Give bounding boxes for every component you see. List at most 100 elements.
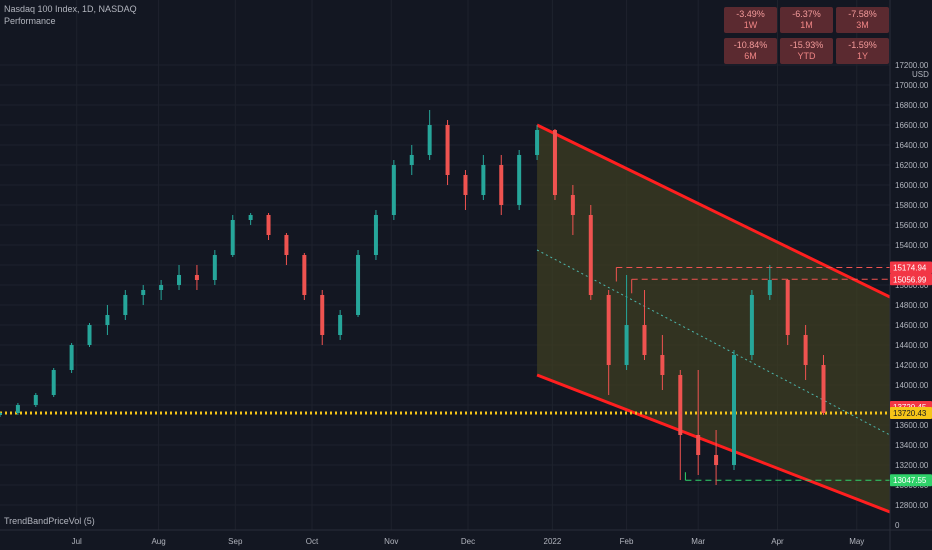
y-tick-label: 12800.00 (895, 501, 929, 510)
candle (105, 305, 110, 335)
candle (714, 430, 719, 485)
candle (606, 290, 611, 395)
candle-body (803, 335, 808, 365)
perf-cell-3m: -7.58% 3M (836, 7, 889, 33)
x-tick-label: May (849, 537, 864, 546)
perf-cell-ytd: -15.93% YTD (780, 38, 833, 64)
candle (212, 250, 217, 285)
candle (338, 310, 343, 340)
candle-body (588, 215, 593, 295)
candle-body (87, 325, 92, 345)
y-unit-label: USD (912, 70, 929, 79)
y-tick-label: 13200.00 (895, 461, 929, 470)
candle-body (696, 435, 701, 455)
indicator-label: TrendBandPriceVol (5) (4, 516, 95, 526)
candle-body (445, 125, 450, 175)
perf-cell-1w: -3.49% 1W (724, 7, 777, 33)
candle (570, 185, 575, 235)
candle-body (0, 413, 2, 415)
candle-body (51, 370, 56, 395)
x-tick-label: Feb (620, 537, 634, 546)
chart-subtitle: Performance (4, 16, 56, 26)
candle (803, 325, 808, 380)
candle-body (284, 235, 289, 255)
perf-cell-1m: -6.37% 1M (780, 7, 833, 33)
channel-upper-line (536, 123, 891, 299)
x-tick-label: 2022 (544, 537, 562, 546)
candle (499, 155, 504, 215)
price-marker-box (890, 261, 932, 274)
candle-body (373, 215, 378, 255)
candle-body (714, 455, 719, 465)
perf-cell-6m: -10.84% 6M (724, 38, 777, 64)
candle (749, 290, 754, 360)
y-tick-label: 16800.00 (895, 101, 929, 110)
candle (302, 253, 307, 300)
x-tick-label: Apr (771, 537, 784, 546)
candle (284, 233, 289, 265)
candle-body (552, 130, 557, 195)
candle-body (33, 395, 38, 405)
x-tick-label: Nov (384, 537, 398, 546)
y-tick-label: 17000.00 (895, 81, 929, 90)
candle (767, 265, 772, 300)
candle-body (194, 275, 199, 280)
candle (731, 350, 736, 470)
candle-body (427, 125, 432, 155)
candle (194, 265, 199, 290)
candle-body (15, 405, 20, 413)
y-tick-label: 16400.00 (895, 141, 929, 150)
candle (320, 290, 325, 345)
y-tick-label: 15000.00 (895, 281, 929, 290)
candle (696, 370, 701, 475)
candle (409, 145, 414, 175)
y-tick-label: 16200.00 (895, 161, 929, 170)
candle-body (212, 255, 217, 280)
candle (785, 279, 790, 345)
channel-lower-line (536, 373, 891, 514)
y-tick-label: 16600.00 (895, 121, 929, 130)
price-marker-box (890, 273, 932, 286)
price-marker-label: 15056.99 (893, 275, 927, 284)
candle-body (517, 155, 522, 205)
candle-body (570, 195, 575, 215)
y-tick-label: 17200.00 (895, 61, 929, 70)
candle (159, 280, 164, 300)
candle (248, 213, 253, 225)
candle-body (731, 355, 736, 465)
candle-body (123, 295, 128, 315)
y-tick-label: 14600.00 (895, 321, 929, 330)
candle (0, 412, 2, 417)
candle-body (356, 255, 361, 315)
candle (391, 160, 396, 220)
candle (33, 393, 38, 407)
x-tick-label: Dec (461, 537, 475, 546)
candle (266, 213, 271, 240)
candle (821, 355, 826, 415)
candle (642, 290, 647, 360)
price-marker-label: 13047.55 (893, 476, 927, 485)
y-tick-label: 14800.00 (895, 301, 929, 310)
candle-body (642, 325, 647, 355)
candle-body (177, 275, 182, 285)
candle (51, 368, 56, 397)
performance-panel: -3.49% 1W -6.37% 1M -7.58% 3M -10.84% 6M -15… (724, 7, 889, 64)
candle (624, 275, 629, 370)
y-tick-label: 15800.00 (895, 201, 929, 210)
price-marker-label: 13720.43 (893, 409, 927, 418)
candle-body (660, 355, 665, 375)
candle-body (105, 315, 110, 325)
candle-body (409, 155, 414, 165)
perf-cell-1y: -1.59% 1Y (836, 38, 889, 64)
candle-body (230, 220, 235, 255)
y-tick-label: 14400.00 (895, 341, 929, 350)
y-tick-label: 14200.00 (895, 361, 929, 370)
price-marker-label: 15174.94 (893, 264, 927, 273)
candle (356, 250, 361, 317)
x-tick-label: Oct (306, 537, 319, 546)
candle-body (302, 255, 307, 295)
candle-body (749, 295, 754, 355)
price-marker-box (890, 474, 932, 487)
candle-body (606, 295, 611, 365)
